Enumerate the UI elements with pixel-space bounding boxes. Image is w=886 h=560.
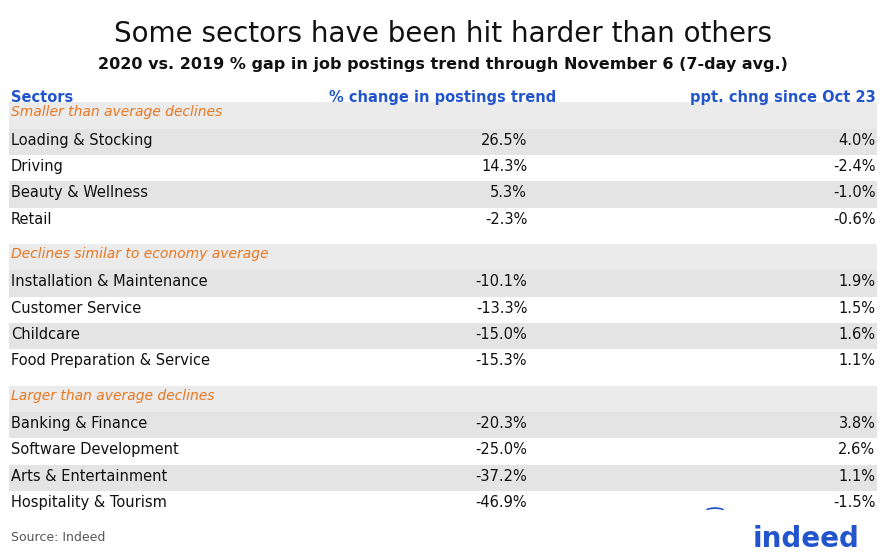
Text: Some sectors have been hit harder than others: Some sectors have been hit harder than o… (114, 20, 772, 48)
Text: Installation & Maintenance: Installation & Maintenance (11, 274, 207, 290)
FancyBboxPatch shape (9, 438, 877, 465)
Text: Hospitality & Tourism: Hospitality & Tourism (11, 495, 167, 510)
FancyBboxPatch shape (9, 349, 877, 376)
Text: 4.0%: 4.0% (838, 133, 875, 148)
Text: 1.1%: 1.1% (838, 469, 875, 484)
FancyBboxPatch shape (9, 102, 877, 129)
Text: Customer Service: Customer Service (11, 301, 141, 316)
Text: 26.5%: 26.5% (481, 133, 527, 148)
Text: Declines similar to economy average: Declines similar to economy average (11, 247, 268, 261)
Text: Software Development: Software Development (11, 442, 178, 458)
Text: -1.5%: -1.5% (833, 495, 875, 510)
Text: 1.6%: 1.6% (838, 327, 875, 342)
Text: Retail: Retail (11, 212, 52, 227)
FancyBboxPatch shape (9, 155, 877, 181)
FancyBboxPatch shape (9, 323, 877, 349)
Text: Source: Indeed: Source: Indeed (11, 531, 105, 544)
Text: Childcare: Childcare (11, 327, 80, 342)
FancyBboxPatch shape (9, 465, 877, 491)
Text: 1.5%: 1.5% (838, 301, 875, 316)
Text: Smaller than average declines: Smaller than average declines (11, 105, 222, 119)
Text: Food Preparation & Service: Food Preparation & Service (11, 353, 210, 368)
FancyBboxPatch shape (9, 491, 877, 517)
Text: ppt. chng since Oct 23: ppt. chng since Oct 23 (689, 90, 875, 105)
Text: -25.0%: -25.0% (475, 442, 527, 458)
Text: -2.3%: -2.3% (485, 212, 527, 227)
Text: 2020 vs. 2019 % gap in job postings trend through November 6 (7-day avg.): 2020 vs. 2019 % gap in job postings tren… (98, 57, 788, 72)
Text: -15.3%: -15.3% (476, 353, 527, 368)
Text: 1.9%: 1.9% (838, 274, 875, 290)
Text: -46.9%: -46.9% (476, 495, 527, 510)
Text: -37.2%: -37.2% (476, 469, 527, 484)
FancyBboxPatch shape (9, 244, 877, 270)
Text: Driving: Driving (11, 159, 64, 174)
Text: Sectors: Sectors (11, 90, 73, 105)
Text: Beauty & Wellness: Beauty & Wellness (11, 185, 148, 200)
Text: % change in postings trend: % change in postings trend (330, 90, 556, 105)
Text: -2.4%: -2.4% (833, 159, 875, 174)
Text: -1.0%: -1.0% (833, 185, 875, 200)
Text: -10.1%: -10.1% (476, 274, 527, 290)
FancyBboxPatch shape (9, 386, 877, 412)
Text: 5.3%: 5.3% (490, 185, 527, 200)
Text: -0.6%: -0.6% (833, 212, 875, 227)
Text: Larger than average declines: Larger than average declines (11, 389, 214, 403)
Text: indeed: indeed (752, 525, 859, 553)
Text: ⁀: ⁀ (706, 510, 722, 529)
Text: -15.0%: -15.0% (476, 327, 527, 342)
FancyBboxPatch shape (9, 270, 877, 297)
Text: -13.3%: -13.3% (476, 301, 527, 316)
FancyBboxPatch shape (9, 412, 877, 438)
FancyBboxPatch shape (9, 181, 877, 208)
Text: Banking & Finance: Banking & Finance (11, 416, 147, 431)
Text: 14.3%: 14.3% (481, 159, 527, 174)
FancyBboxPatch shape (9, 297, 877, 323)
Text: -20.3%: -20.3% (476, 416, 527, 431)
FancyBboxPatch shape (9, 129, 877, 155)
Text: Loading & Stocking: Loading & Stocking (11, 133, 152, 148)
Text: 1.1%: 1.1% (838, 353, 875, 368)
Text: 3.8%: 3.8% (838, 416, 875, 431)
Text: Arts & Entertainment: Arts & Entertainment (11, 469, 167, 484)
Text: 2.6%: 2.6% (838, 442, 875, 458)
FancyBboxPatch shape (9, 208, 877, 234)
